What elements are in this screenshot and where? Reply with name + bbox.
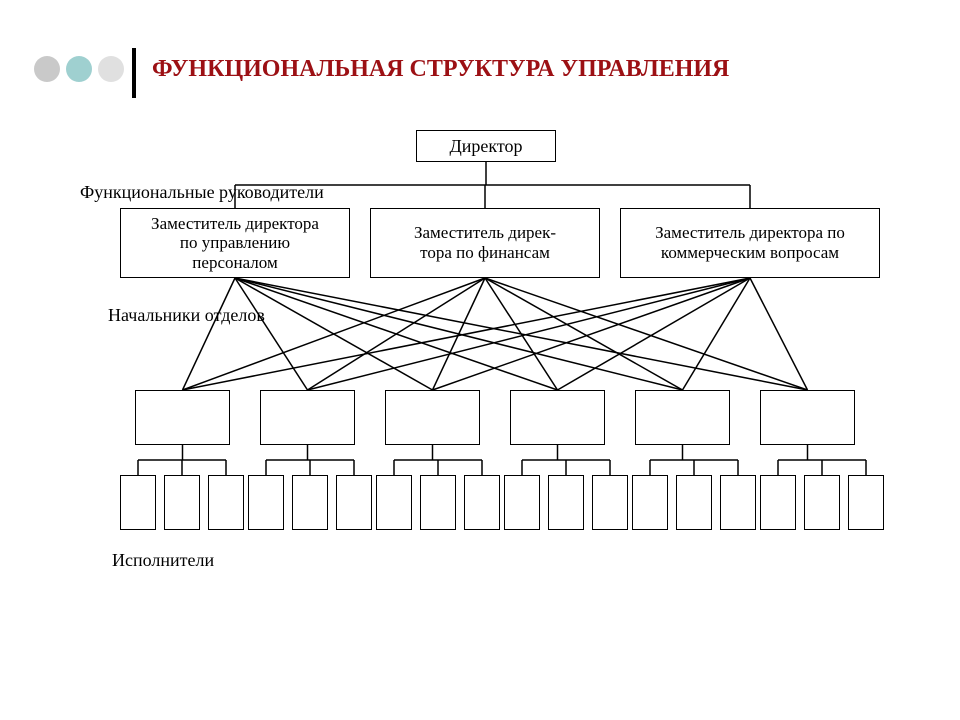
header-bullets [34,56,124,82]
org-node-exec-5-0 [760,475,796,530]
org-node-dept-2 [385,390,480,445]
org-node-exec-0-0 [120,475,156,530]
label-heads: Начальники отделов [108,305,265,326]
page-title: ФУНКЦИОНАЛЬНАЯ СТРУКТУРА УПРАВЛЕНИЯ [152,56,729,83]
slide-header: ФУНКЦИОНАЛЬНАЯ СТРУКТУРА УПРАВЛЕНИЯ [0,48,960,98]
org-node-dept-5 [760,390,855,445]
org-node-exec-1-0 [248,475,284,530]
org-node-exec-5-1 [804,475,840,530]
org-node-exec-3-1 [548,475,584,530]
org-node-dept-1 [260,390,355,445]
bullet-icon [34,56,60,82]
org-node-deputy-hr: Заместитель директора по управлению перс… [120,208,350,278]
org-node-deputy-comm: Заместитель директора по коммерческим во… [620,208,880,278]
org-chart: Директор Заместитель директора по управле… [80,130,890,610]
slide: ФУНКЦИОНАЛЬНАЯ СТРУКТУРА УПРАВЛЕНИЯ Дире… [0,0,960,720]
org-node-exec-4-0 [632,475,668,530]
org-node-exec-1-1 [292,475,328,530]
org-node-exec-5-2 [848,475,884,530]
org-node-exec-2-2 [464,475,500,530]
org-node-exec-4-2 [720,475,756,530]
org-node-exec-1-2 [336,475,372,530]
org-node-deputy-finance: Заместитель дирек- тора по финансам [370,208,600,278]
bullet-icon [66,56,92,82]
org-node-exec-0-1 [164,475,200,530]
org-node-director: Директор [416,130,556,162]
label-executors: Исполнители [112,550,214,571]
org-node-dept-0 [135,390,230,445]
org-node-dept-4 [635,390,730,445]
org-node-exec-3-2 [592,475,628,530]
org-node-exec-4-1 [676,475,712,530]
label-functional: Функциональные руководители [80,182,324,203]
org-node-exec-2-0 [376,475,412,530]
org-node-dept-3 [510,390,605,445]
org-node-exec-0-2 [208,475,244,530]
header-divider [132,48,136,98]
bullet-icon [98,56,124,82]
org-node-exec-2-1 [420,475,456,530]
org-node-exec-3-0 [504,475,540,530]
